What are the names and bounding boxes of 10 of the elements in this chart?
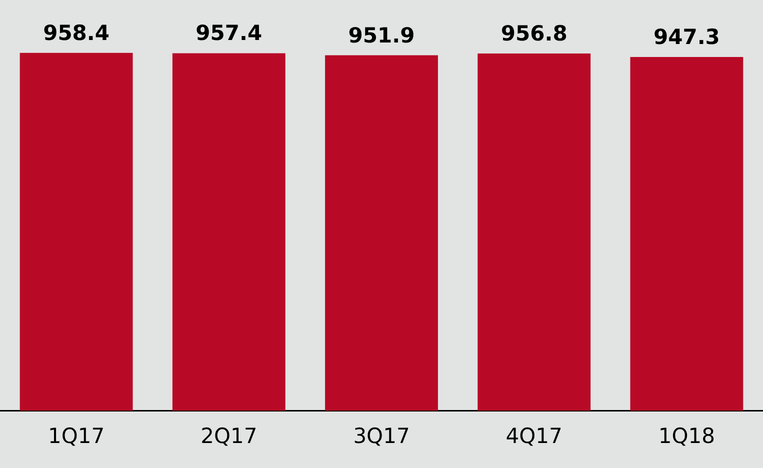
x-tick-label: 1Q18 bbox=[658, 424, 716, 448]
data-label: 956.8 bbox=[500, 21, 568, 46]
data-label: 957.4 bbox=[196, 21, 262, 46]
data-label: 951.9 bbox=[348, 23, 415, 48]
x-tick-label: 4Q17 bbox=[506, 424, 562, 448]
x-tick-label: 1Q17 bbox=[48, 424, 105, 448]
data-label: 947.3 bbox=[653, 24, 720, 49]
x-tick-label: 2Q17 bbox=[200, 424, 258, 448]
x-tick-label: 3Q17 bbox=[353, 424, 410, 448]
data-label: 958.4 bbox=[43, 20, 110, 45]
